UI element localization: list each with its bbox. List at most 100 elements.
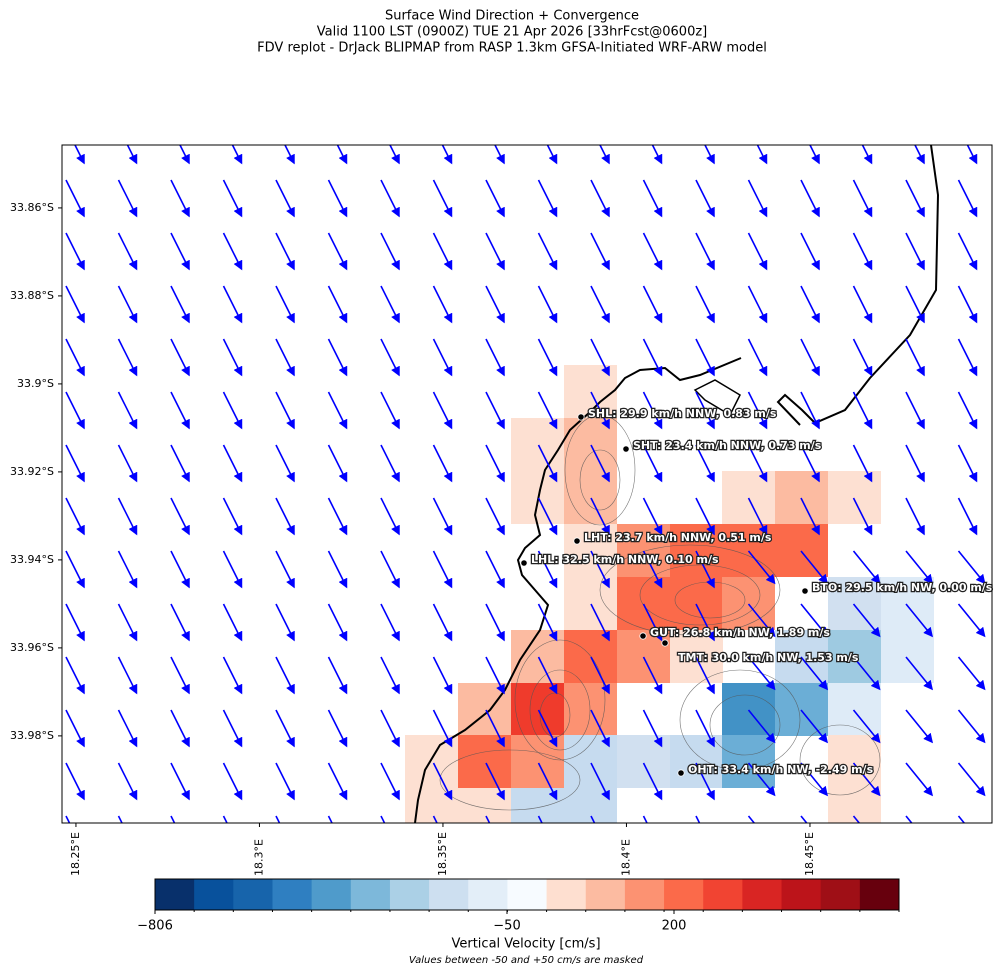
wind-arrow (642, 232, 663, 271)
station-label: GUT: 26.8 km/h NW, 1.89 m/s (650, 626, 830, 639)
wind-arrow (747, 444, 768, 483)
cell (828, 630, 881, 683)
wind-arrow (905, 338, 925, 377)
wind-arrow (957, 179, 978, 218)
wind-arrow (432, 391, 453, 430)
wind-arrow (432, 603, 453, 642)
wind-arrow (905, 603, 934, 638)
colorbar-swatch (742, 879, 783, 910)
cell (511, 735, 564, 788)
wind-arrow (485, 656, 505, 695)
wind-arrow (852, 497, 873, 536)
wind-arrow (642, 338, 663, 377)
wind-arrow (380, 391, 400, 430)
cell (722, 735, 775, 788)
colorbar-tick-label: −806 (137, 919, 173, 934)
wind-arrow (380, 762, 400, 801)
cell (511, 788, 564, 823)
wind-arrow (117, 656, 138, 695)
wind-arrow (914, 145, 925, 165)
wind-arrow (590, 603, 610, 642)
wind-arrow (642, 762, 663, 801)
wind-arrow (800, 656, 829, 691)
station-label: BTO: 29.5 km/h NW, 0.00 m/s (812, 581, 993, 594)
wind-arrow (485, 285, 505, 324)
wind-arrow (380, 497, 400, 536)
wind-arrow (380, 338, 400, 377)
wind-arrow (65, 444, 85, 483)
cell (670, 735, 723, 788)
wind-arrow (65, 391, 85, 430)
wind-arrow (852, 338, 873, 377)
wind-arrow (275, 497, 295, 536)
colorbar-frame (154, 878, 900, 911)
wind-arrow (432, 232, 453, 271)
cell (564, 683, 617, 736)
wind-arrow (747, 815, 756, 823)
cell (564, 471, 617, 524)
wind-arrow (170, 550, 190, 589)
wind-arrow (65, 497, 85, 536)
wind-arrow (957, 497, 978, 536)
wind-arrow (275, 656, 295, 695)
wind-arrow (126, 145, 138, 165)
wind-arrow (695, 550, 715, 589)
colorbar-label: Vertical Velocity [cm/s] (451, 937, 600, 952)
wind-arrow (117, 815, 123, 823)
wind-arrow (275, 179, 295, 218)
wind-arrow (494, 145, 505, 165)
wind-arrow (170, 232, 190, 271)
wind-arrow (852, 603, 881, 638)
wind-arrow (747, 656, 776, 691)
wind-arrow (800, 285, 820, 324)
wind-arrow (170, 391, 190, 430)
wind-arrow (651, 145, 663, 165)
wind-arrow (432, 285, 453, 324)
colorbar-swatch (781, 879, 822, 910)
wind-arrow (642, 497, 663, 536)
wind-arrow (65, 285, 85, 324)
wind-arrow (695, 444, 715, 483)
wind-arrow (537, 338, 558, 377)
station-dot (639, 632, 647, 640)
wind-arrow (537, 603, 558, 642)
wind-arrow (642, 285, 663, 324)
wind-arrow (695, 709, 715, 748)
wind-arrow (231, 145, 243, 165)
wind-arrow (747, 709, 776, 744)
station-dot (573, 537, 581, 545)
wind-arrow (747, 762, 776, 797)
wind-arrow (852, 285, 873, 324)
wind-arrow (222, 338, 243, 377)
wind-arrow (905, 232, 925, 271)
wind-arrow (327, 285, 348, 324)
wind-arrow (432, 497, 453, 536)
wind-arrow (485, 497, 505, 536)
wind-arrow (275, 603, 295, 642)
title-line: Surface Wind Direction + Convergence (385, 9, 639, 24)
cell (881, 630, 934, 683)
wind-arrow (275, 391, 295, 430)
wind-arrow (642, 603, 663, 642)
wind-arrow (957, 285, 978, 324)
cell (564, 735, 617, 788)
wind-arrow (747, 179, 768, 218)
station-dot (577, 413, 585, 421)
wind-arrow (284, 145, 295, 165)
wind-arrow (905, 656, 934, 691)
wind-arrow (485, 444, 505, 483)
wind-arrow (905, 444, 925, 483)
station-dot (622, 445, 630, 453)
wind-arrow (380, 285, 400, 324)
wind-arrow (65, 179, 85, 218)
colorbar-note: Values between -50 and +50 cm/s are mask… (409, 955, 644, 966)
wind-arrow (852, 232, 873, 271)
wind-arrow (117, 285, 138, 324)
colorbar-swatch (624, 879, 665, 910)
wind-arrow (590, 762, 610, 801)
wind-arrow (756, 145, 768, 165)
wind-arrow (170, 656, 190, 695)
wind-arrow (74, 145, 85, 165)
wind-arrow (275, 815, 281, 823)
wind-arrow (222, 179, 243, 218)
